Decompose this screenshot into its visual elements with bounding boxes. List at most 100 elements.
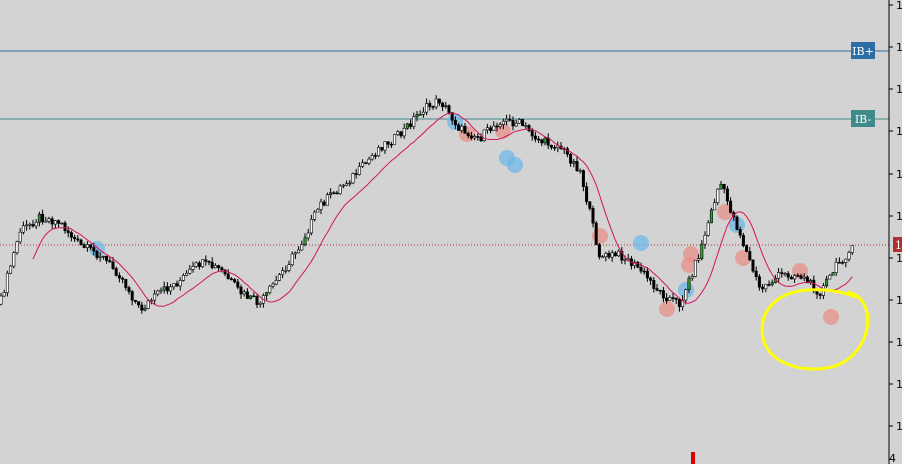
- candle-body: [338, 185, 342, 194]
- candle-body: [197, 262, 201, 267]
- candle-body: [709, 209, 713, 224]
- candle-body: [277, 274, 281, 281]
- candle-body: [47, 218, 51, 222]
- candle-body: [92, 247, 96, 252]
- candle-body: [405, 123, 409, 129]
- candle-body: [847, 252, 851, 260]
- candle-body: [165, 286, 169, 292]
- signal-marker: [89, 241, 105, 257]
- candle-body: [255, 296, 259, 305]
- candle-body: [73, 236, 77, 240]
- candle-body: [764, 284, 768, 290]
- signal-marker: [735, 250, 751, 266]
- candle-body: [169, 286, 173, 292]
- candle-body: [223, 269, 227, 275]
- candle-body: [217, 265, 221, 269]
- candle-body: [322, 201, 326, 206]
- candle-body: [44, 220, 48, 223]
- candle-body: [556, 145, 560, 149]
- candle-body: [210, 261, 214, 269]
- candle-body: [661, 290, 665, 299]
- candle-body: [191, 266, 195, 270]
- candle-body: [508, 118, 512, 121]
- candle-body: [204, 259, 208, 262]
- candle-body: [617, 250, 621, 257]
- signal-marker: [592, 228, 608, 244]
- candle-body: [329, 192, 333, 196]
- candle-body: [828, 274, 832, 280]
- candle-body: [111, 261, 115, 269]
- candle-body: [265, 292, 269, 296]
- candle-body: [89, 244, 93, 248]
- candle-body: [537, 138, 541, 141]
- candle-body: [687, 277, 691, 291]
- candle-body: [700, 243, 704, 259]
- candle-body: [450, 112, 454, 121]
- candle-body: [66, 230, 70, 233]
- candle-body: [31, 224, 35, 227]
- candle-body: [428, 103, 432, 107]
- candle-body: [517, 119, 521, 124]
- candle-body: [527, 125, 531, 132]
- candle-body: [543, 137, 547, 144]
- candle-body: [642, 270, 646, 273]
- candle-body: [69, 232, 73, 238]
- candle-body: [12, 252, 16, 267]
- candle-body: [533, 135, 537, 140]
- current-price-label-axis: 1: [895, 239, 902, 252]
- signal-marker: [823, 309, 839, 325]
- candle-body: [396, 131, 400, 135]
- candle-body: [834, 261, 838, 273]
- candle-body: [505, 118, 509, 122]
- candle-body: [124, 278, 128, 288]
- candle-body: [575, 161, 579, 172]
- candle-body: [767, 284, 771, 286]
- price-tick-label: 1: [896, 0, 902, 12]
- candle-body: [325, 194, 329, 206]
- candle-body: [399, 131, 403, 137]
- candle-body: [796, 275, 800, 277]
- candle-body: [380, 147, 384, 151]
- candle-body: [281, 270, 285, 275]
- candle-body: [514, 122, 518, 127]
- candle-body: [153, 293, 157, 301]
- candle-body: [63, 222, 67, 231]
- price-tick-label: 1: [896, 41, 902, 54]
- price-tick-label: 1: [896, 378, 902, 391]
- candle-body: [245, 291, 249, 299]
- candle-body: [357, 166, 361, 175]
- candle-body: [130, 291, 134, 301]
- candle-body: [309, 219, 313, 234]
- candle-body: [719, 183, 723, 190]
- candle-body: [665, 297, 669, 301]
- candle-body: [649, 277, 653, 281]
- candle-body: [588, 201, 592, 209]
- candle-body: [777, 272, 781, 279]
- candle-body: [783, 273, 787, 275]
- signal-marker: [681, 257, 697, 273]
- candle-body: [57, 220, 61, 224]
- price-tick-label: 1: [896, 252, 902, 265]
- candle-body: [239, 286, 243, 295]
- candle-body: [351, 173, 355, 184]
- candle-body: [668, 297, 672, 301]
- candle-body: [639, 266, 643, 272]
- candle-body: [498, 124, 502, 127]
- candle-body: [437, 98, 441, 104]
- candle-body: [258, 302, 262, 305]
- candle-body: [415, 114, 419, 118]
- level-tag-label-2: IB-: [855, 113, 872, 126]
- level-tag-1: [851, 42, 875, 59]
- candle-body: [469, 135, 473, 139]
- price-tick-label: 1: [896, 125, 902, 138]
- candle-body: [578, 170, 582, 172]
- signal-marker: [717, 204, 733, 220]
- candle-body: [735, 216, 739, 230]
- candle-body: [188, 269, 192, 274]
- candle-body: [156, 290, 160, 295]
- candle-body: [409, 123, 413, 127]
- candle-body: [511, 120, 515, 127]
- candle-body: [501, 120, 505, 125]
- candle-body: [757, 276, 761, 288]
